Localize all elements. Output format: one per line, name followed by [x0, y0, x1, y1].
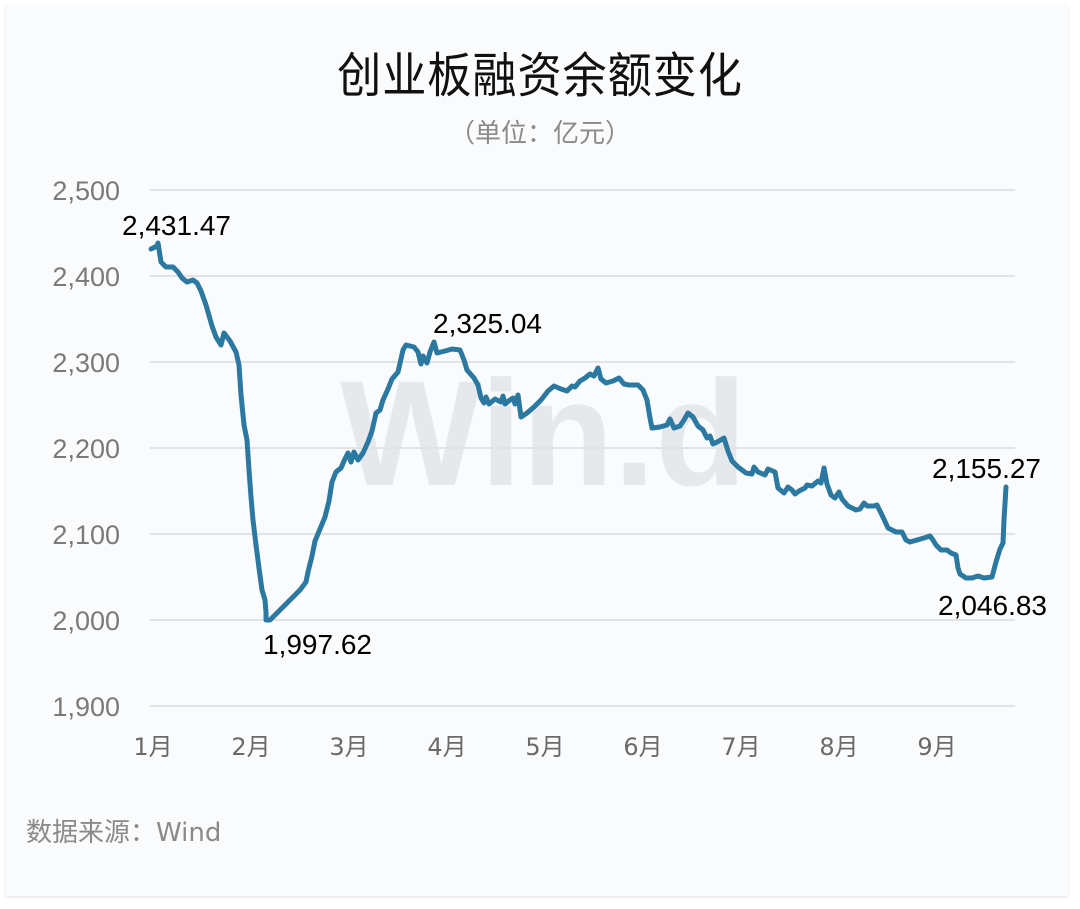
- y-tick: 1,900: [52, 692, 120, 722]
- data-source: 数据来源：Wind: [26, 818, 222, 848]
- chart-card: [6, 6, 1068, 896]
- chart-title: 创业板融资余额变化: [337, 48, 743, 104]
- annotations: 2,431.47 1,997.62 2,325.04 2,046.83 2,15…: [122, 210, 1047, 660]
- x-tick: 3月: [329, 733, 368, 761]
- x-tick: 5月: [525, 733, 564, 761]
- x-tick: 4月: [427, 733, 466, 761]
- x-axis: 1月 2月 3月 4月 5月 6月 7月 8月 9月: [133, 733, 956, 761]
- y-tick: 2,100: [52, 520, 120, 550]
- data-line: [148, 240, 1009, 623]
- x-tick: 6月: [623, 733, 662, 761]
- trough-value-label: 2,046.83: [938, 590, 1047, 621]
- y-tick: 2,400: [52, 262, 120, 292]
- y-tick: 2,000: [52, 606, 120, 636]
- peak-value-label: 2,325.04: [433, 308, 542, 339]
- x-tick: 2月: [231, 733, 270, 761]
- start-value-label: 2,431.47: [122, 210, 231, 241]
- watermark: Win.d: [340, 349, 747, 517]
- x-tick: 9月: [917, 733, 956, 761]
- chart-subtitle: （单位：亿元）: [448, 119, 631, 149]
- y-tick: 2,200: [52, 434, 120, 464]
- x-tick: 8月: [819, 733, 858, 761]
- end-value-label: 2,155.27: [932, 453, 1041, 484]
- x-tick: 1月: [133, 733, 172, 761]
- y-tick: 2,300: [52, 348, 120, 378]
- y-axis: 2,500 2,400 2,300 2,200 2,100 2,000 1,90…: [52, 176, 120, 722]
- low-value-label: 1,997.62: [263, 629, 372, 660]
- gridlines: [150, 189, 1015, 707]
- x-tick: 7月: [721, 733, 760, 761]
- y-tick: 2,500: [52, 176, 120, 206]
